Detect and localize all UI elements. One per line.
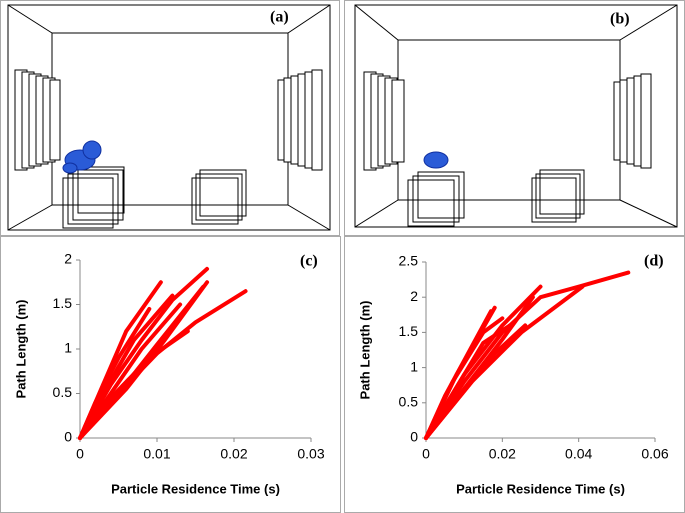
room-diagram bbox=[354, 4, 678, 228]
panel-label: (c) bbox=[300, 253, 318, 270]
y-tick-label: 0 bbox=[410, 429, 418, 445]
room-diagram bbox=[7, 4, 331, 231]
trajectory-line bbox=[78, 329, 190, 440]
y-tick-label: 2.5 bbox=[399, 253, 419, 269]
y-tick-label: 0.5 bbox=[53, 384, 73, 400]
panel-label: (b) bbox=[610, 11, 630, 28]
x-tick-label: 0.02 bbox=[220, 446, 247, 462]
trajectory-line bbox=[78, 280, 210, 440]
x-tick-label: 0.02 bbox=[489, 446, 516, 462]
panel-frame bbox=[0, 236, 341, 513]
x-axis-title: Particle Residence Time (s) bbox=[456, 481, 625, 496]
trajectory-line bbox=[424, 323, 528, 440]
y-tick-label: 0 bbox=[64, 429, 72, 445]
x-tick-label: 0 bbox=[422, 446, 430, 462]
x-axis-title: Particle Residence Time (s) bbox=[111, 481, 280, 496]
panel-label: (d) bbox=[644, 253, 664, 270]
x-tick-label: 0.04 bbox=[565, 446, 592, 462]
trajectory-line bbox=[424, 309, 493, 440]
x-tick-label: 0.03 bbox=[297, 446, 324, 462]
trajectory-line bbox=[78, 306, 152, 440]
panel-label: (a) bbox=[270, 9, 289, 26]
panel-frame bbox=[0, 0, 340, 236]
y-tick-label: 2 bbox=[64, 251, 72, 267]
y-tick-label: 1.5 bbox=[53, 295, 73, 311]
y-tick-label: 1 bbox=[410, 358, 418, 374]
y-tick-label: 1 bbox=[64, 340, 72, 356]
trajectory-line bbox=[424, 284, 585, 440]
y-tick-label: 1.5 bbox=[399, 323, 419, 339]
trajectory-line bbox=[424, 323, 512, 440]
x-tick-label: 0 bbox=[76, 446, 84, 462]
x-tick-label: 0.01 bbox=[143, 446, 170, 462]
y-tick-label: 0.5 bbox=[399, 394, 419, 410]
y-axis-title: Path Length (m) bbox=[357, 301, 372, 400]
y-tick-label: 2 bbox=[410, 288, 418, 304]
y-axis-title: Path Length (m) bbox=[13, 300, 28, 399]
panel-frame bbox=[344, 236, 685, 513]
x-tick-label: 0.06 bbox=[641, 446, 668, 462]
